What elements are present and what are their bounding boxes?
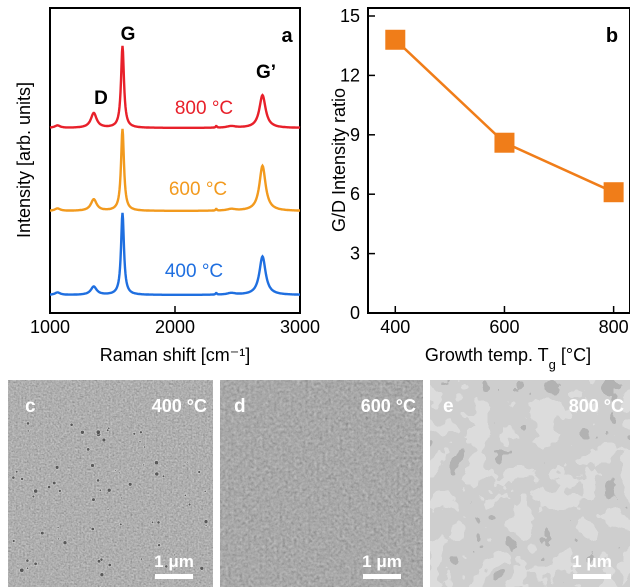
panel-a-label: a [281, 25, 293, 47]
sem-400-scalebar [155, 574, 193, 579]
sem-800-scalebar-label: 1 μm [572, 552, 612, 571]
peak-label-g: G [121, 24, 136, 45]
ytick-label: 0 [350, 303, 360, 323]
panel-b-ylabel: G/D Intensity ratio [329, 88, 349, 232]
panel-b-xlabel: Growth temp. Tg [°C] [425, 345, 591, 372]
xtick-label: 2000 [155, 317, 195, 337]
xtick-label: 1000 [30, 317, 70, 337]
sem-600-scalebar-label: 1 μm [362, 552, 402, 571]
panel-a-xticks: 1000 2000 3000 [30, 306, 320, 337]
spectrum-line [49, 45, 301, 129]
sem-800-temp: 800 °C [569, 396, 624, 416]
panel-b-frame [367, 7, 630, 314]
sem-800-scalebar [573, 574, 611, 579]
series-label-400: 400 °C [165, 261, 223, 282]
ratio-panel: 0 3 6 9 12 15 400 600 800 b Growth temp. Tg [°C]… [329, 6, 630, 372]
xtick-label: 400 [380, 317, 410, 337]
ytick-label: 6 [350, 184, 360, 204]
ratio-point [603, 182, 624, 203]
ratio-point [385, 29, 406, 50]
sem-600-panel-label: d [234, 396, 246, 417]
sem-600-scalebar [363, 574, 401, 579]
panel-b-label: b [606, 25, 618, 47]
xtick-label: 600 [489, 317, 519, 337]
sem-600-temp: 600 °C [361, 396, 416, 416]
peak-label-d: D [94, 88, 108, 109]
ytick-label: 12 [340, 65, 360, 85]
raman-spectra-panel: 1000 2000 3000 a D G G’ 800 °C 600 °C 400 … [14, 7, 320, 365]
panel-a-ylabel: Intensity [arb. units] [14, 82, 34, 238]
ratio-point [494, 132, 515, 153]
xtick-label: 800 [599, 317, 629, 337]
ratio-line [394, 38, 615, 194]
sem-image-600: d 600 °C 1 μm [220, 380, 423, 587]
xtick-label: 3000 [280, 317, 320, 337]
sem-800-panel-label: e [443, 396, 454, 417]
ytick-label: 3 [350, 244, 360, 264]
sem-400-scalebar-label: 1 μm [154, 552, 194, 571]
panel-b-ticks: 0 3 6 9 12 15 400 600 800 [340, 6, 629, 337]
peak-label-g-prime: G’ [256, 62, 276, 83]
spectrum-line [50, 212, 300, 296]
raman-curves [49, 45, 301, 296]
sem-image-800: e 800 °C 1 μm [430, 380, 630, 587]
sem-image-400: c 400 °C 1 μm [8, 380, 213, 587]
series-label-600: 600 °C [169, 179, 227, 200]
ratio-series [385, 29, 624, 203]
sem-400-panel-label: c [25, 396, 36, 417]
spectrum-line [50, 128, 300, 212]
sem-400-temp: 400 °C [152, 396, 207, 416]
panel-a-xlabel: Raman shift [cm⁻¹] [100, 345, 251, 365]
series-label-800: 800 °C [175, 98, 233, 119]
ytick-label: 15 [340, 6, 360, 26]
sem-400-grains [11, 421, 209, 578]
ytick-label: 9 [350, 125, 360, 145]
